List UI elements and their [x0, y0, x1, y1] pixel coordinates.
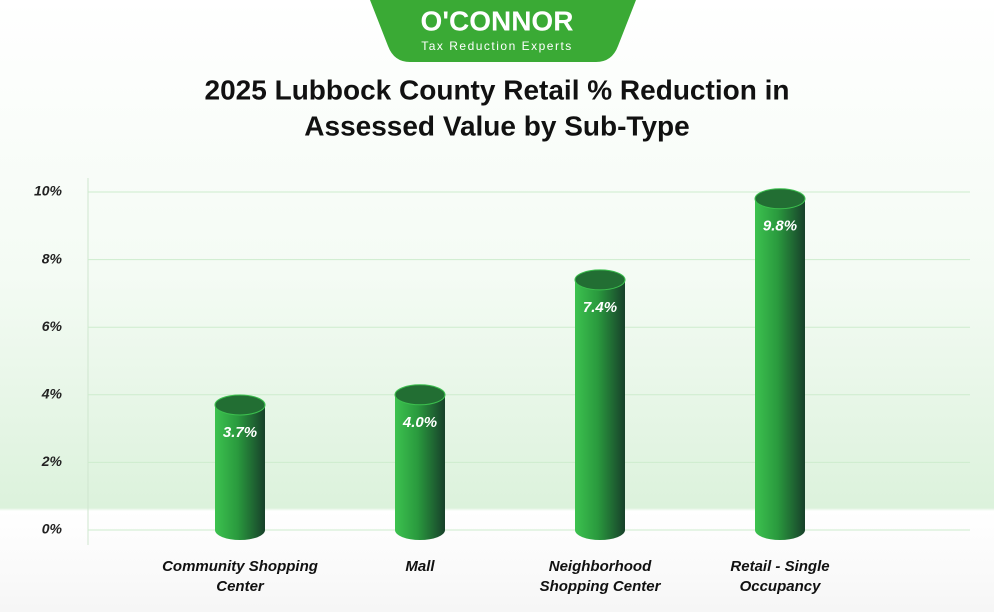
- x-tick-label: Community Shopping Center: [162, 558, 318, 595]
- x-tick-line: Center: [216, 578, 265, 595]
- bar: [395, 394, 445, 540]
- y-tick-label: 4%: [41, 386, 63, 402]
- bar: [755, 198, 805, 540]
- bar-top: [754, 188, 806, 210]
- x-tick-label: Neighborhood Shopping Center: [540, 558, 662, 595]
- x-tick-label: Mall: [405, 558, 435, 575]
- bar-top: [574, 269, 626, 291]
- bar: [215, 404, 265, 540]
- chart-title: 2025 Lubbock County Retail % Reduction i…: [205, 74, 790, 105]
- x-tick-line: Community Shopping: [162, 558, 318, 575]
- logo-badge: [370, 0, 636, 62]
- y-tick-label: 6%: [42, 318, 63, 334]
- value-label: 9.8%: [763, 218, 797, 235]
- bar: [575, 279, 625, 540]
- x-tick-line: Retail - Single: [730, 558, 829, 575]
- x-tick-label: Retail - Single Occupancy: [730, 558, 829, 595]
- y-tick-label: 10%: [34, 183, 63, 199]
- value-label: 7.4%: [583, 299, 617, 316]
- y-tick-label: 2%: [41, 453, 63, 469]
- chart-title: Assessed Value by Sub-Type: [304, 110, 689, 141]
- x-tick-line: Neighborhood: [549, 558, 652, 575]
- x-tick-line: Shopping Center: [540, 578, 662, 595]
- value-label: 4.0%: [402, 414, 437, 431]
- logo-name: O'CONNOR: [421, 5, 574, 36]
- x-tick-line: Mall: [405, 558, 435, 575]
- y-tick-label: 0%: [42, 521, 63, 537]
- y-tick-label: 8%: [42, 250, 63, 266]
- bar-top: [214, 394, 266, 416]
- x-tick-line: Occupancy: [740, 578, 822, 595]
- bar-top: [394, 384, 446, 406]
- value-label: 3.7%: [223, 424, 257, 441]
- logo-tagline: Tax Reduction Experts: [421, 39, 573, 53]
